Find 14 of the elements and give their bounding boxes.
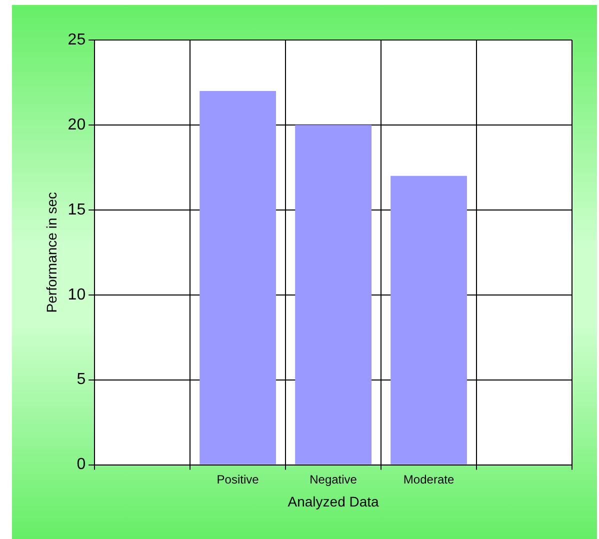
x-axis-title: Analyzed Data (288, 493, 380, 510)
y-tick-label: 20 (68, 116, 86, 134)
x-tick-label: Positive (216, 472, 260, 486)
bar (295, 124, 372, 464)
x-tick-label: Moderate (403, 472, 454, 486)
bar (200, 90, 276, 464)
y-tick-label: 0 (76, 456, 86, 474)
y-tick-label: 15 (68, 201, 86, 218)
x-tick-label: Negative (310, 472, 358, 486)
y-tick-label: 10 (68, 286, 86, 304)
y-tick-label: 25 (68, 31, 86, 48)
y-tick-label: 5 (76, 371, 86, 388)
y-axis-title: Performance in sec (43, 192, 60, 313)
bar (390, 176, 467, 464)
